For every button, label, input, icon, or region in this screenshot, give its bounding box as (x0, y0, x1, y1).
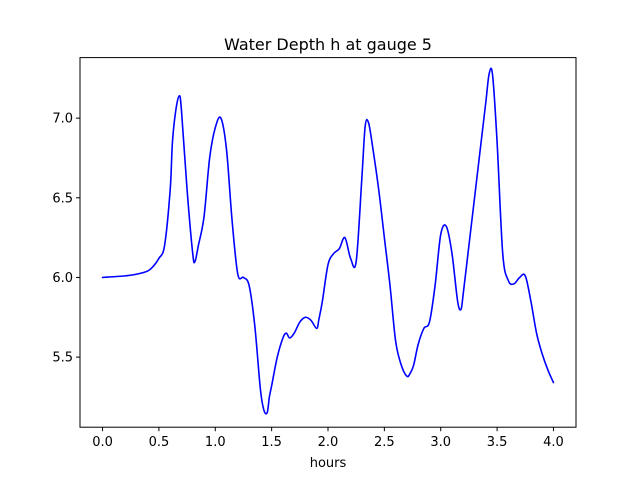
series-line (101, 67, 555, 415)
x-tick-label: 3.5 (487, 435, 508, 450)
x-tick-label: 3.0 (430, 435, 451, 450)
x-axis-ticks: 0.0 0.5 1.0 1.5 2.0 2.5 3.0 3.5 4.0 (92, 427, 564, 450)
axes-frame (79, 57, 577, 428)
x-tick-label: 2.0 (318, 435, 339, 450)
x-tick-label: 1.0 (205, 435, 226, 450)
chart-title: Water Depth h at gauge 5 (224, 35, 432, 54)
x-tick-label: 1.5 (261, 435, 282, 450)
y-tick-label: 7.0 (52, 112, 73, 127)
y-axis-ticks: 5.5 6.0 6.5 7.0 (52, 112, 80, 366)
x-tick-label: 0.5 (149, 435, 170, 450)
y-tick-label: 6.5 (52, 191, 73, 206)
x-tick-label: 4.0 (543, 435, 564, 450)
x-axis-label: hours (310, 456, 347, 471)
x-tick-label: 0.0 (92, 435, 113, 450)
y-tick-label: 6.0 (52, 271, 73, 286)
x-tick-label: 2.5 (374, 435, 395, 450)
y-tick-label: 5.5 (52, 351, 73, 366)
